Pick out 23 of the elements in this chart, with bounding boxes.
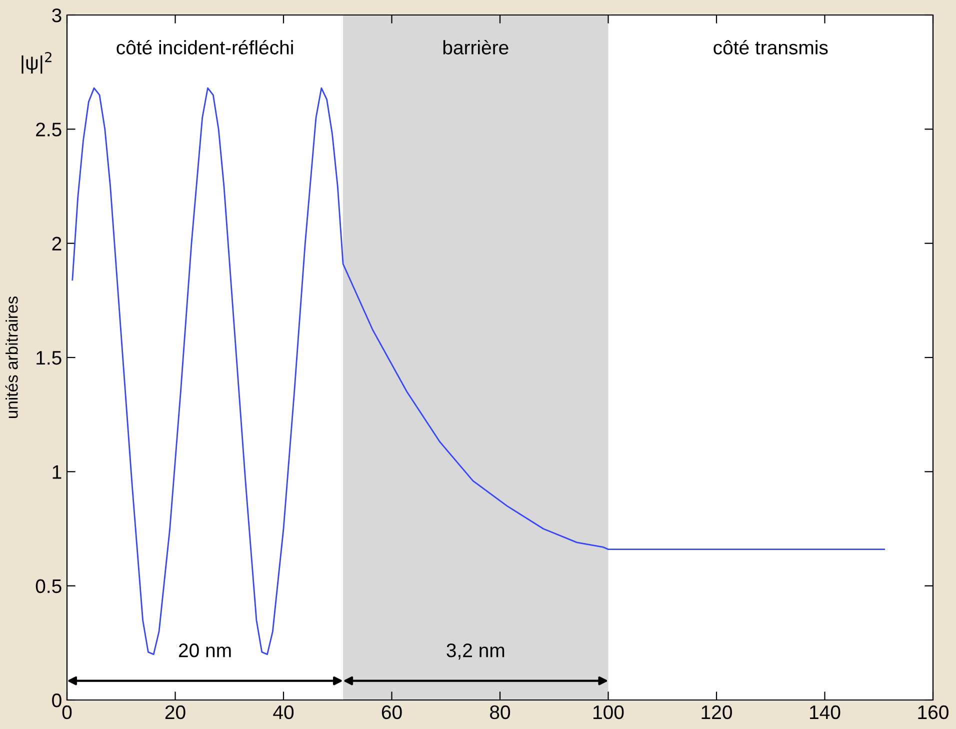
- y-tick-label: 2: [52, 236, 62, 250]
- x-tick-label: 20: [165, 705, 186, 720]
- x-tick-label: 80: [490, 705, 510, 720]
- y-tick-label: 1.5: [36, 351, 62, 365]
- x-tick-label: 100: [594, 705, 624, 720]
- x-tick-label: 120: [702, 705, 732, 720]
- y-axis-title: unités arbitraires: [5, 296, 18, 418]
- x-tick-label: 40: [273, 705, 294, 720]
- annotation: 3,2 nm: [446, 644, 504, 660]
- annotation: côté transmis: [714, 40, 828, 54]
- y-tick-label: 0.5: [36, 579, 62, 594]
- text: |ψ|$^{2}$: [22, 52, 52, 74]
- y-tick-label: 1: [52, 465, 62, 479]
- x-tick-label: 160: [918, 705, 948, 720]
- annotation: 20 nm: [178, 644, 231, 658]
- y-tick-label: 2.5: [36, 122, 62, 136]
- x-tick-label: 60: [382, 705, 402, 720]
- band-label: barrière: [443, 40, 508, 54]
- x-tick-label: 0: [62, 705, 72, 720]
- y-tick-label: 3: [52, 8, 62, 22]
- x-tick-label: 140: [810, 705, 840, 720]
- y-tick-label: 0: [52, 693, 62, 708]
- annotation: côté incident-réfléchi: [116, 40, 293, 54]
